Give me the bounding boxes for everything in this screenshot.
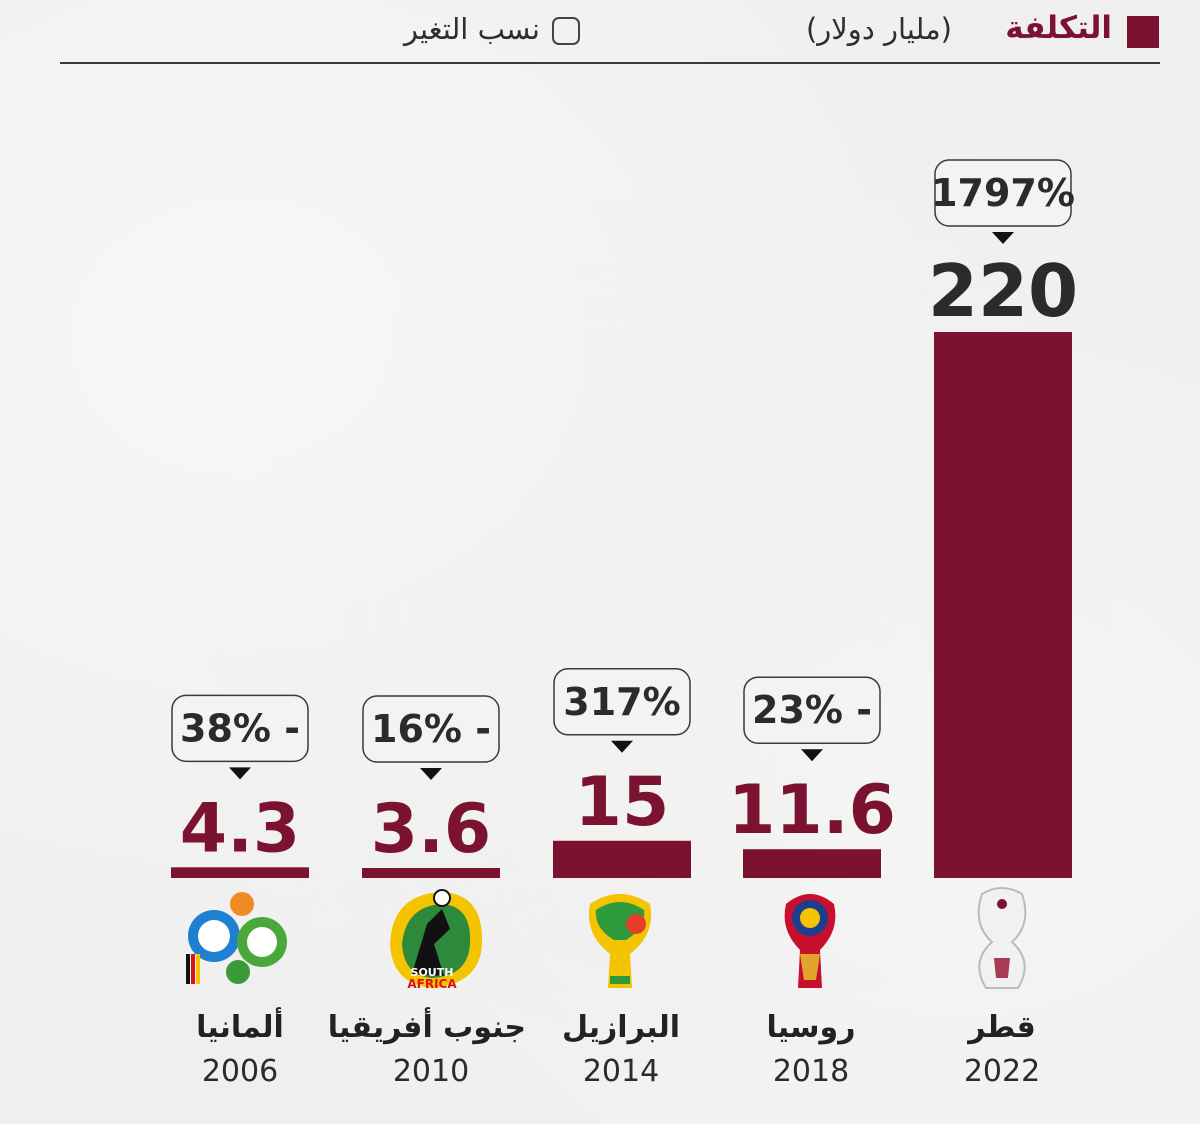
change-bubble-box-1 xyxy=(362,695,500,763)
country-label-qatar: قطر xyxy=(968,1010,1036,1045)
change-label-2: 317% xyxy=(563,680,680,724)
year-label-2014: 2014 xyxy=(582,1054,660,1089)
bar-1 xyxy=(362,868,500,878)
germany-2006-logo xyxy=(180,884,300,996)
country-label-germany: ألمانيا xyxy=(196,1010,284,1045)
change-bubble-box-2 xyxy=(553,668,691,736)
change-label-3: - 23% xyxy=(752,688,872,732)
value-label-0: 4.3 xyxy=(180,789,300,868)
legend-cost-label: التكلفة xyxy=(1005,10,1112,46)
change-label-1: - 16% xyxy=(371,707,491,751)
country-label-south-africa: جنوب أفريقيا xyxy=(327,1010,526,1045)
change-pointer-3 xyxy=(801,749,823,762)
year-label-2022: 2022 xyxy=(963,1054,1041,1089)
change-pointer-0 xyxy=(229,767,251,780)
change-bubble-box-0 xyxy=(171,694,309,763)
value-label-4: 220 xyxy=(928,249,1078,333)
change-pointer-4 xyxy=(992,232,1014,244)
legend-cost-swatch xyxy=(1127,16,1159,48)
change-bubble-1: - 16% xyxy=(362,695,500,780)
change-bubble-box-3 xyxy=(743,676,881,744)
legend-change-swatch xyxy=(552,17,580,45)
change-pointer-2 xyxy=(611,740,633,753)
svg-text:AFRICA: AFRICA xyxy=(407,977,457,991)
year-label-2006: 2006 xyxy=(201,1054,279,1089)
change-bubble-box-4 xyxy=(934,159,1072,227)
change-bubble-2: 317% xyxy=(553,668,691,753)
bar-2 xyxy=(553,840,691,878)
qatar-2022-logo xyxy=(942,884,1062,996)
year-label-2018: 2018 xyxy=(772,1054,850,1089)
brazil-2014-logo xyxy=(560,884,680,996)
change-label-0: - 38% xyxy=(180,706,300,750)
change-label-4: 1797% xyxy=(931,171,1075,215)
russia-2018-logo xyxy=(750,884,870,996)
change-bubble-4: 1797% xyxy=(931,159,1075,244)
value-label-2: 15 xyxy=(575,763,670,842)
value-label-3: 11.6 xyxy=(728,771,896,850)
legend-unit-label: (مليار دولار) xyxy=(805,12,952,46)
header-divider xyxy=(60,62,1160,64)
south-africa-2010-logo: SOUTH AFRICA xyxy=(372,884,492,996)
year-label-2010: 2010 xyxy=(392,1054,470,1089)
svg-text:SOUTH: SOUTH xyxy=(411,966,454,979)
change-pointer-1 xyxy=(420,768,442,780)
legend-change-label: نسب التغير xyxy=(403,12,540,46)
value-label-1: 3.6 xyxy=(371,790,491,869)
bar-4 xyxy=(934,332,1072,878)
bar-0 xyxy=(171,867,309,878)
change-bubble-0: - 38% xyxy=(171,694,309,780)
change-bubble-3: - 23% xyxy=(743,676,881,762)
bar-3 xyxy=(743,849,881,878)
country-label-russia: روسيا xyxy=(766,1010,856,1045)
country-label-brazil: البرازيل xyxy=(561,1010,681,1045)
